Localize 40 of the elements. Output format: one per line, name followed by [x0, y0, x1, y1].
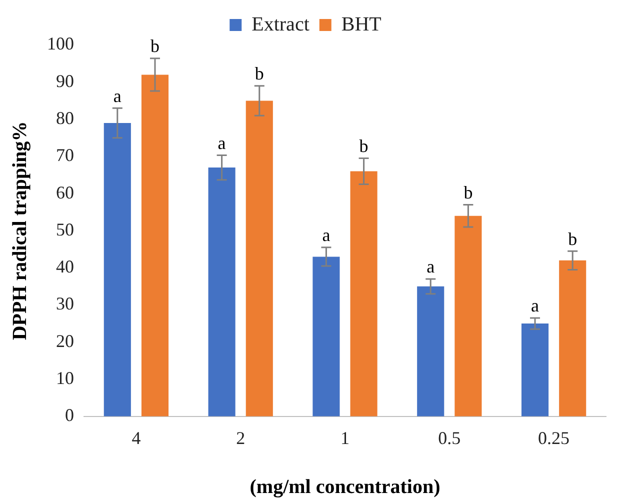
x-tick-label: 4 — [132, 428, 141, 448]
data-label: a — [426, 256, 435, 277]
y-tick-label: 60 — [56, 182, 74, 202]
y-tick-label: 0 — [65, 405, 74, 426]
y-axis-title: DPPH radical trapping% — [9, 121, 32, 340]
y-tick-label: 20 — [56, 330, 74, 351]
bar — [312, 256, 340, 416]
y-tick-label: 70 — [56, 145, 74, 166]
bar — [521, 324, 549, 416]
y-tick-label: 10 — [56, 368, 74, 388]
y-tick-label: 40 — [56, 256, 74, 277]
bar — [417, 286, 444, 416]
bar — [454, 216, 482, 416]
data-label: a — [531, 296, 540, 316]
y-tick-label: 100 — [47, 34, 74, 54]
x-tick-label: 1 — [340, 428, 350, 448]
x-tick-label: 0.25 — [538, 428, 570, 448]
y-tick-label: 90 — [56, 70, 74, 91]
data-label: a — [218, 133, 226, 154]
x-tick-label: 2 — [236, 428, 246, 448]
legend-label: BHT — [341, 13, 382, 36]
bar — [141, 74, 169, 416]
legend-label: Extract — [252, 13, 310, 36]
y-tick-label: 80 — [56, 108, 74, 128]
data-label: a — [322, 225, 330, 246]
y-tick-label: 50 — [56, 219, 74, 240]
data-label: b — [568, 228, 578, 249]
x-tick-label: 0.5 — [438, 428, 461, 448]
x-axis-title: (mg/ml concentration) — [250, 476, 440, 498]
data-label: b — [150, 36, 160, 56]
bar — [246, 100, 273, 416]
data-label: a — [113, 86, 122, 106]
bar — [208, 168, 236, 416]
y-tick-label: 30 — [56, 294, 74, 314]
data-label: b — [359, 136, 368, 156]
bar — [559, 260, 586, 416]
data-label: b — [464, 182, 473, 202]
bar — [104, 122, 131, 416]
bar — [350, 171, 378, 416]
data-label: b — [254, 64, 264, 84]
